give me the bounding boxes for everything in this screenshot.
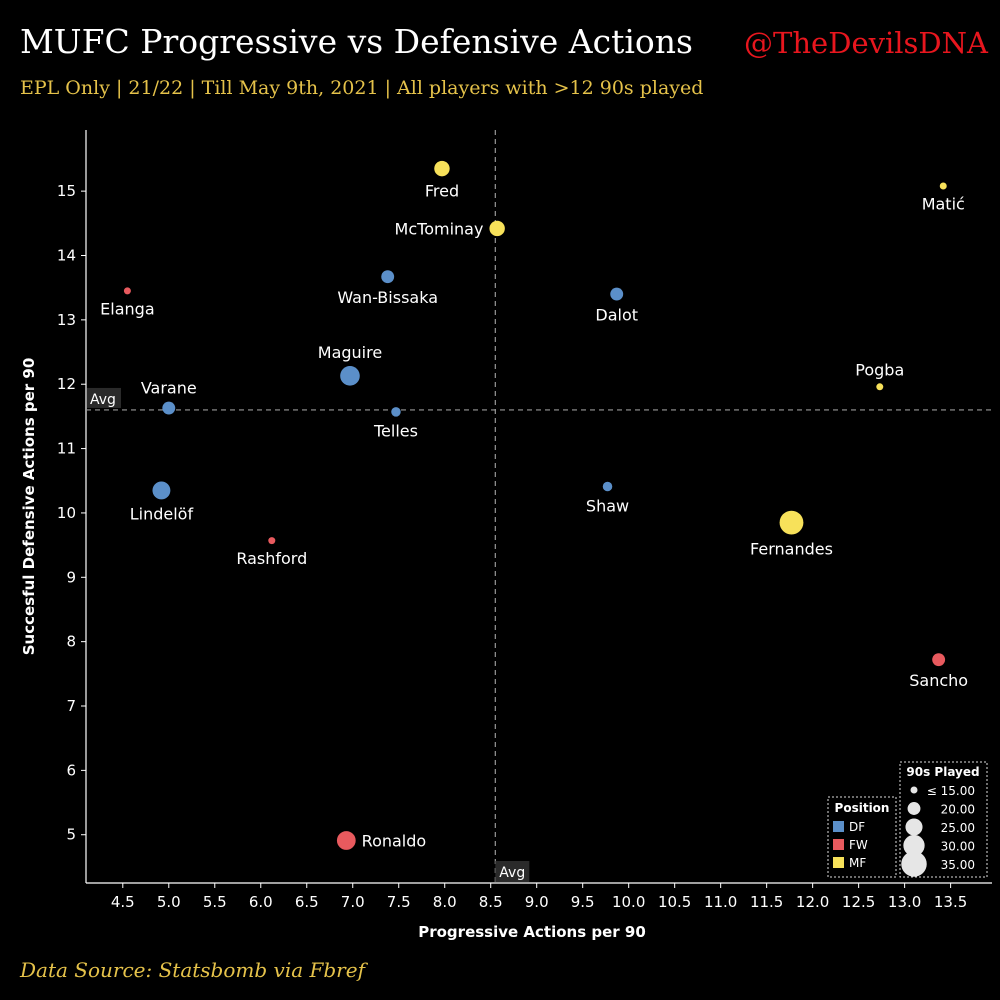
data-point xyxy=(162,401,176,415)
data-point xyxy=(152,481,171,500)
legend-size-circle xyxy=(905,818,923,836)
legend-position-box xyxy=(827,796,897,878)
data-point xyxy=(489,220,505,237)
x-tick-label: 11.0 xyxy=(704,893,737,911)
data-source: Data Source: Statsbomb via Fbref xyxy=(20,958,365,982)
x-axis-label: Progressive Actions per 90 xyxy=(418,923,646,941)
legend-position-label: MF xyxy=(849,856,866,870)
avg-label-bg xyxy=(495,861,530,882)
y-tick-label: 12 xyxy=(57,375,76,393)
y-tick-label: 10 xyxy=(57,504,76,522)
point-label: Telles xyxy=(373,422,418,441)
point-label: Rashford xyxy=(236,549,307,568)
point-label: Varane xyxy=(141,379,197,398)
legend-swatch xyxy=(833,839,844,850)
y-tick-label: 14 xyxy=(57,247,76,265)
x-tick-label: 6.5 xyxy=(295,893,319,911)
x-tick-label: 7.0 xyxy=(341,893,365,911)
legend-size-label: 35.00 xyxy=(941,858,975,872)
legend-size-label: ≤ 15.00 xyxy=(927,784,975,798)
data-point xyxy=(932,653,946,667)
data-point xyxy=(602,481,613,492)
y-tick-label: 7 xyxy=(66,697,76,715)
legend-position-title: Position xyxy=(835,801,890,815)
y-tick-label: 9 xyxy=(66,568,76,586)
x-tick-label: 13.0 xyxy=(888,893,921,911)
point-label: Lindelöf xyxy=(130,504,194,523)
x-tick-label: 11.5 xyxy=(750,893,783,911)
point-label: Fred xyxy=(425,181,459,200)
point-label: Shaw xyxy=(586,496,629,515)
x-tick-label: 9.5 xyxy=(571,893,595,911)
data-point xyxy=(939,182,947,190)
point-label: Ronaldo xyxy=(362,832,427,851)
avg-label-x: Avg xyxy=(499,865,525,881)
point-label: Sancho xyxy=(909,671,968,690)
data-point xyxy=(779,510,804,535)
legend-size-label: 25.00 xyxy=(941,821,975,835)
x-tick-label: 5.5 xyxy=(203,893,227,911)
legend-swatch xyxy=(833,821,844,832)
point-label: Wan-Bissaka xyxy=(337,288,438,307)
data-point xyxy=(340,366,360,386)
avg-label-bg xyxy=(87,387,121,408)
data-point xyxy=(123,287,131,295)
x-tick-label: 13.5 xyxy=(934,893,967,911)
y-tick-label: 13 xyxy=(57,311,76,329)
y-tick-label: 15 xyxy=(57,182,76,200)
legend-size-circle xyxy=(901,851,927,877)
legend-position-label: FW xyxy=(849,838,868,852)
x-tick-label: 10.5 xyxy=(658,893,691,911)
y-tick-label: 8 xyxy=(66,633,76,651)
y-tick-label: 5 xyxy=(66,826,76,844)
y-axis-label: Succesful Defensive Actions per 90 xyxy=(20,358,38,656)
data-point xyxy=(391,407,401,417)
point-label: Dalot xyxy=(595,306,638,325)
data-point xyxy=(336,831,356,850)
point-label: Fernandes xyxy=(750,539,833,558)
chart-title: MUFC Progressive vs Defensive Actions xyxy=(20,22,693,61)
point-label: McTominay xyxy=(395,219,484,238)
legend-size-label: 30.00 xyxy=(941,840,975,854)
x-tick-label: 12.5 xyxy=(842,893,875,911)
data-point xyxy=(268,537,276,545)
data-point xyxy=(434,160,450,177)
data-point xyxy=(876,383,884,391)
x-tick-label: 9.0 xyxy=(525,893,549,911)
x-tick-label: 10.0 xyxy=(612,893,645,911)
x-tick-label: 5.0 xyxy=(157,893,181,911)
x-tick-label: 8.5 xyxy=(479,893,503,911)
data-point xyxy=(610,287,624,301)
legend-size-title: 90s Played xyxy=(906,765,979,779)
x-tick-label: 6.0 xyxy=(249,893,273,911)
legend-size-circle xyxy=(907,802,921,815)
x-tick-label: 7.5 xyxy=(387,893,411,911)
x-tick-label: 8.0 xyxy=(433,893,457,911)
legend-swatch xyxy=(833,857,844,868)
point-label: Matić xyxy=(922,194,965,213)
point-label: Pogba xyxy=(855,360,904,379)
legend-size-circle xyxy=(910,786,918,794)
data-point xyxy=(381,270,395,284)
legend-size-circle xyxy=(903,834,925,857)
twitter-handle[interactable]: @TheDevilsDNA xyxy=(744,26,988,60)
point-label: Elanga xyxy=(100,299,154,318)
legend-size-label: 20.00 xyxy=(941,803,975,817)
x-tick-label: 12.0 xyxy=(796,893,829,911)
x-tick-label: 4.5 xyxy=(111,893,135,911)
chart-subtitle: EPL Only | 21/22 | Till May 9th, 2021 | … xyxy=(20,77,704,99)
y-tick-label: 6 xyxy=(66,761,76,779)
y-tick-label: 11 xyxy=(57,440,76,458)
legend-position-label: DF xyxy=(849,820,865,834)
point-label: Maguire xyxy=(318,343,382,362)
avg-label-y: Avg xyxy=(90,392,116,408)
